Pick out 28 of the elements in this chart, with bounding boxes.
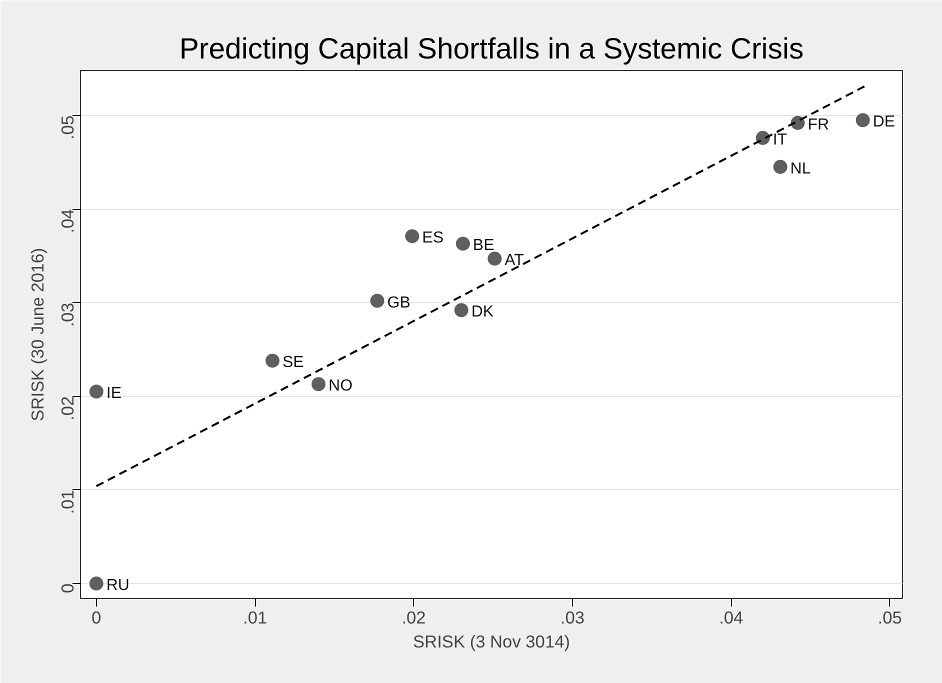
annotation: FR xyxy=(808,116,830,134)
y-tick-label: .03 xyxy=(58,302,78,327)
annotation: GB xyxy=(387,294,410,312)
y-tick-label: .02 xyxy=(58,396,78,420)
annotation: IT xyxy=(772,131,788,148)
annotation: RU xyxy=(106,577,130,594)
x-tick-label: .02 xyxy=(402,608,426,628)
annotation: BE xyxy=(472,237,494,254)
annotation: DE xyxy=(872,114,896,131)
annotation: DK xyxy=(471,304,494,321)
annotation: ES xyxy=(422,230,444,247)
y-tick-label: .01 xyxy=(58,490,78,514)
annotation: IE xyxy=(106,385,122,402)
annotation: SE xyxy=(282,354,304,372)
y-tick-label: .04 xyxy=(58,208,78,234)
x-tick-label: .04 xyxy=(719,608,744,628)
x-axis-title: SRISK (3 Nov 3014) xyxy=(413,632,570,652)
y-axis-title: SRISK (30 June 2016) xyxy=(28,248,48,422)
x-tick-label: .05 xyxy=(878,608,902,628)
annotation: AT xyxy=(504,252,524,270)
annotation: NL xyxy=(790,160,811,178)
annotation: NO xyxy=(328,378,353,395)
x-tick-label: .01 xyxy=(243,608,268,628)
y-tick-label: .05 xyxy=(58,115,78,140)
chart-title: Predicting Capital Shortfalls in a Systemic Crisis xyxy=(179,32,804,66)
x-tick-label: .03 xyxy=(560,608,584,628)
y-tick-label: 0 xyxy=(58,584,78,594)
x-tick-label: 0 xyxy=(92,608,102,628)
